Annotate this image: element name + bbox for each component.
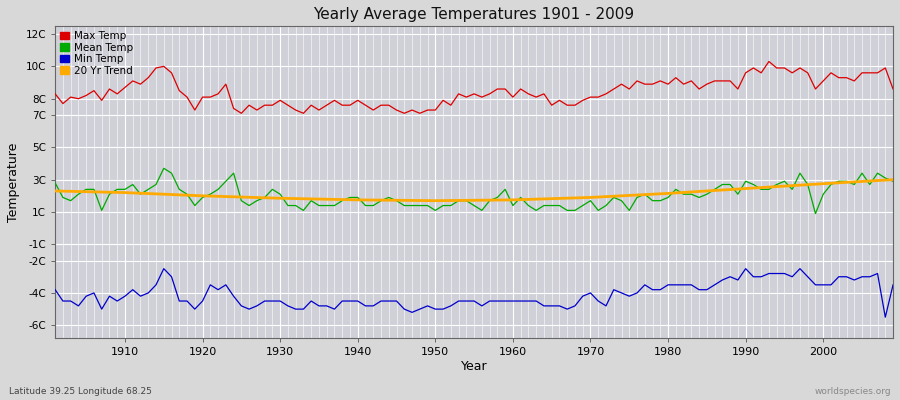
Min Temp	[158, 266, 169, 271]
Mean Temp	[608, 195, 619, 200]
Min Temp	[337, 299, 347, 304]
20 Yr Trend	[585, 195, 596, 200]
20 Yr Trend	[50, 188, 60, 193]
Mean Temp	[112, 187, 122, 192]
Text: Latitude 39.25 Longitude 68.25: Latitude 39.25 Longitude 68.25	[9, 387, 152, 396]
Min Temp	[291, 307, 302, 312]
Max Temp	[608, 87, 619, 92]
Min Temp	[880, 315, 891, 320]
Min Temp	[516, 299, 526, 304]
Y-axis label: Temperature: Temperature	[7, 142, 20, 222]
Max Temp	[112, 92, 122, 96]
Max Temp	[887, 87, 898, 92]
Max Temp	[236, 111, 247, 116]
Line: Mean Temp: Mean Temp	[55, 168, 893, 214]
Mean Temp	[887, 179, 898, 184]
Min Temp	[112, 299, 122, 304]
Max Temp	[763, 59, 774, 64]
Min Temp	[508, 299, 518, 304]
Text: worldspecies.org: worldspecies.org	[814, 387, 891, 396]
20 Yr Trend	[508, 198, 518, 202]
Max Temp	[516, 87, 526, 92]
Min Temp	[608, 287, 619, 292]
Max Temp	[50, 92, 60, 96]
20 Yr Trend	[430, 198, 441, 203]
20 Yr Trend	[662, 191, 673, 196]
Max Temp	[291, 108, 302, 112]
Mean Temp	[50, 180, 60, 185]
Line: 20 Yr Trend: 20 Yr Trend	[55, 180, 893, 201]
Mean Temp	[516, 195, 526, 200]
Min Temp	[50, 287, 60, 292]
20 Yr Trend	[274, 196, 285, 201]
Mean Temp	[337, 198, 347, 203]
Line: Max Temp: Max Temp	[55, 62, 893, 113]
Title: Yearly Average Temperatures 1901 - 2009: Yearly Average Temperatures 1901 - 2009	[313, 7, 634, 22]
20 Yr Trend	[740, 186, 751, 191]
Line: Min Temp: Min Temp	[55, 269, 893, 317]
Max Temp	[337, 103, 347, 108]
Legend: Max Temp, Mean Temp, Min Temp, 20 Yr Trend: Max Temp, Mean Temp, Min Temp, 20 Yr Tre…	[58, 29, 135, 78]
20 Yr Trend	[887, 177, 898, 182]
X-axis label: Year: Year	[461, 360, 488, 373]
Min Temp	[887, 282, 898, 287]
Mean Temp	[508, 203, 518, 208]
20 Yr Trend	[120, 190, 130, 195]
20 Yr Trend	[352, 198, 363, 202]
20 Yr Trend	[197, 194, 208, 198]
Max Temp	[508, 95, 518, 100]
20 Yr Trend	[818, 181, 829, 186]
Mean Temp	[158, 166, 169, 171]
Mean Temp	[291, 203, 302, 208]
Mean Temp	[810, 211, 821, 216]
